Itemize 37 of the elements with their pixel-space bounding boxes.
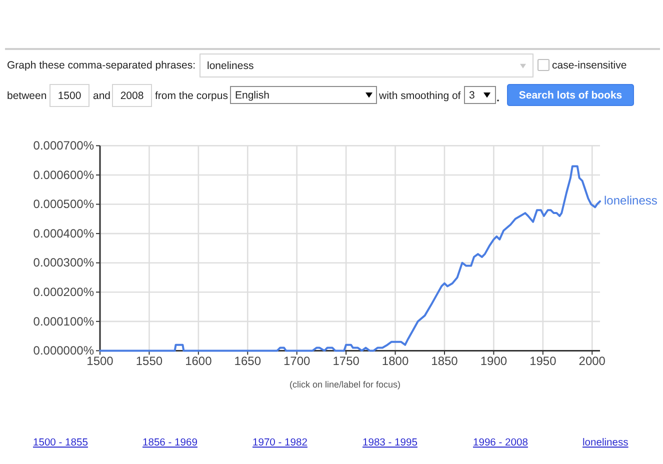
y-tick-label: 0.000600% [33,168,94,182]
text: 1500 [58,90,82,102]
text: case-insensitive [552,60,627,72]
text: loneliness [207,60,254,72]
x-tick-label: 1600 [185,354,212,368]
y-tick-label: 0.000200% [33,284,94,299]
text: 1996 - 2008 [473,438,528,449]
x-tick-label: 1750 [332,354,360,368]
text: from the corpus [155,90,228,102]
x-tick-label: 2000 [578,354,606,368]
text: 2008 [120,90,144,102]
y-tick-label: 0.000700% [33,138,94,153]
y-tick-label: 0.000500% [33,197,94,212]
series-label: loneliness [604,194,658,208]
text: 1856 - 1969 [142,438,198,449]
text: English [235,90,270,102]
x-tick-label: 1850 [431,354,458,368]
y-tick-label: 0.000100% [33,314,94,328]
x-tick-label: 1800 [382,354,409,368]
x-tick-label: 1550 [136,354,163,368]
text: with smoothing of [378,90,461,102]
text: and [93,90,111,102]
text: between [7,90,47,102]
text: Graph these comma-separated phrases: [7,60,196,72]
text: 1500 - 1855 [33,438,88,449]
text: (click on line/label for focus) [289,380,401,390]
x-tick-label: 1950 [530,354,557,368]
y-tick-label: 0.000300% [33,256,94,270]
x-tick-label: 1650 [234,354,262,368]
text: 3 [469,90,475,102]
y-tick-label: 0.000400% [33,226,94,240]
text: 1970 - 1982 [252,438,308,449]
x-tick-label: 1900 [480,354,508,368]
text: 1983 - 1995 [362,438,418,449]
text: Search lots of books [518,90,622,102]
x-tick-label: 1700 [284,354,311,368]
text: loneliness [582,438,628,449]
